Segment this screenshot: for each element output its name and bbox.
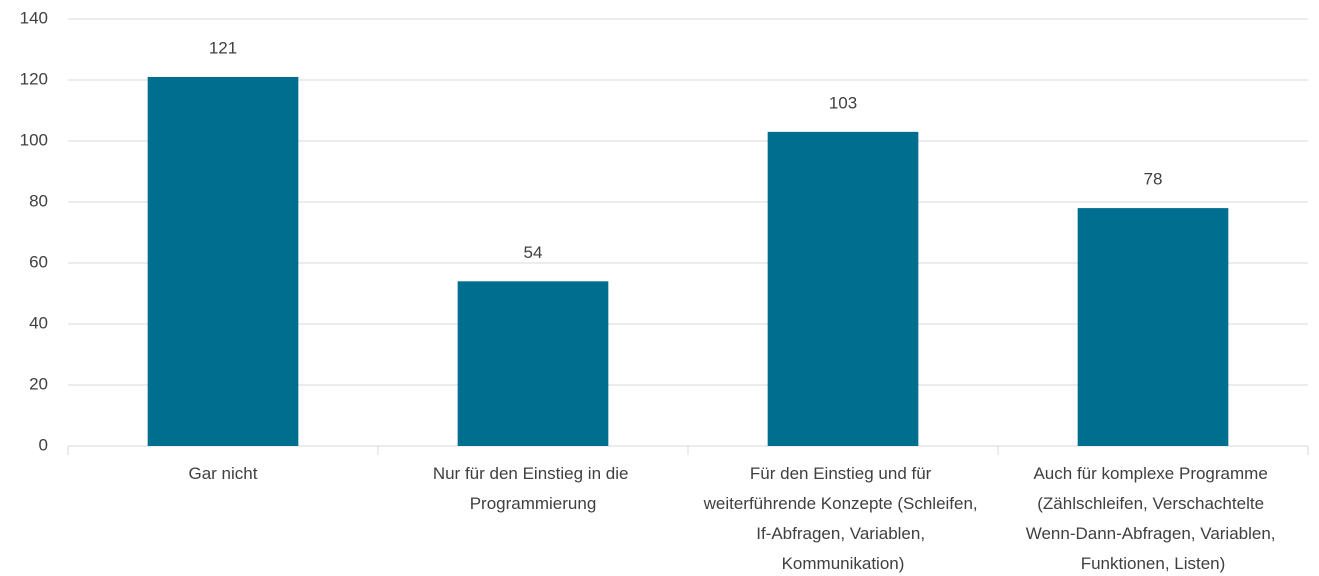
y-tick-label: 40: [29, 313, 48, 332]
data-label: 78: [1144, 170, 1163, 189]
y-tick-label: 140: [20, 8, 48, 27]
y-tick-label: 20: [29, 374, 48, 393]
y-tick-label: 100: [20, 130, 48, 149]
data-label: 121: [209, 38, 237, 57]
x-tick-label: Nur für den Einstieg in die Programmieru…: [433, 464, 633, 513]
y-tick-label: 120: [20, 69, 48, 88]
y-tick-label: 0: [39, 435, 48, 454]
data-label: 54: [524, 243, 543, 262]
bar: [767, 131, 919, 446]
bar: [457, 281, 609, 446]
x-tick-label: Gar nicht: [189, 464, 258, 483]
x-tick-label: Auch für komplexe Programme (Zählschleif…: [1026, 464, 1281, 573]
y-tick-label: 80: [29, 191, 48, 210]
bar: [147, 76, 299, 446]
data-label: 103: [829, 93, 857, 112]
bar: [1077, 208, 1229, 446]
x-tick-label: Für den Einstieg und für weiterführende …: [703, 464, 983, 573]
y-tick-label: 60: [29, 252, 48, 271]
